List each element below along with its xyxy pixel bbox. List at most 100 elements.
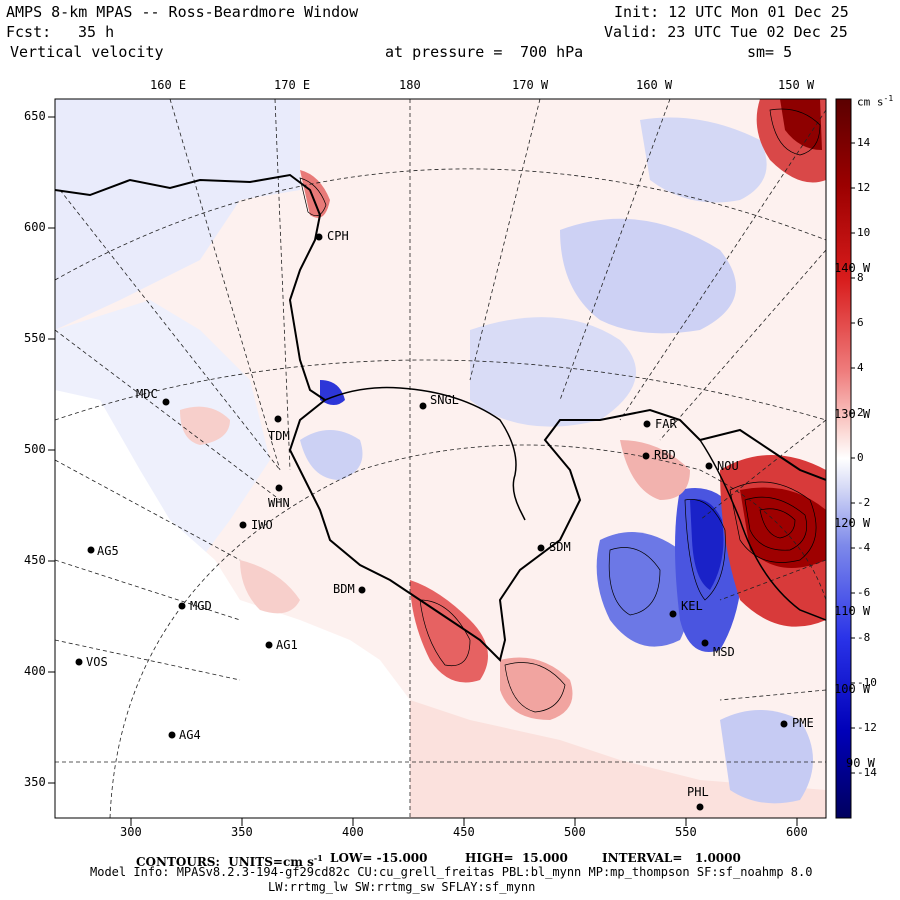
field-region-negative	[300, 430, 363, 480]
top-lon-label: 170 E	[274, 78, 311, 92]
contour-line	[299, 177, 327, 217]
model-info-physics: LW:rrtmg_lw SW:rrtmg_sw SFLAY:sf_mynn	[268, 880, 536, 894]
station-label: IWO	[251, 518, 273, 532]
y-axis-label: 550	[24, 331, 46, 345]
colorbar-tick-label: -10	[857, 676, 877, 689]
colorbar-tick-label: 10	[857, 226, 871, 239]
station-marker-vos	[75, 658, 83, 666]
contour-line	[759, 508, 796, 539]
field-region-negative	[720, 710, 813, 804]
station-label: SDM	[549, 540, 571, 554]
longitude-line	[55, 459, 241, 561]
station-label: FAR	[655, 417, 677, 431]
colorbar-ticks	[851, 142, 855, 774]
contour-line	[769, 108, 821, 156]
station-label: MSD	[713, 645, 735, 659]
station-label: AG1	[276, 638, 298, 652]
station-marker-tdm	[274, 415, 282, 423]
right-lon-label: 120 W	[834, 516, 871, 530]
station-label: TDM	[268, 429, 290, 443]
right-lon-label: 100 W	[834, 682, 871, 696]
right-lon-label: 140 W	[834, 261, 871, 275]
right-lon-label: 110 W	[834, 604, 871, 618]
station-marker-rbd	[642, 452, 650, 460]
station-marker-sngl	[419, 402, 427, 410]
smoothing-label: sm= 5	[747, 43, 793, 61]
station-marker-kel	[669, 610, 677, 618]
colorbar-tick-label: 2	[857, 406, 864, 419]
right-lon-label: 90 W	[846, 756, 875, 770]
station-marker-whn	[275, 484, 283, 492]
x-axis-label: 450	[453, 825, 475, 839]
longitude-line	[559, 99, 671, 401]
field-region-negative	[596, 532, 690, 647]
coastline-path	[699, 439, 826, 621]
ice-shelf-edge	[324, 386, 526, 521]
station-marker-nou	[705, 462, 713, 470]
longitude-line	[659, 249, 826, 441]
colorbar-tick-label: -8	[857, 631, 871, 644]
field-region-negative	[640, 117, 767, 203]
contour-high: HIGH= 15.000	[465, 851, 568, 865]
field-region-negative	[55, 99, 300, 330]
station-markers	[75, 233, 788, 811]
axis-ticks	[48, 116, 798, 826]
longitude-line	[55, 329, 281, 501]
colorbar-tick-label: 8	[857, 271, 864, 284]
field-region-positive	[410, 700, 826, 818]
y-axis-label: 650	[24, 109, 46, 123]
latitude-line	[109, 444, 826, 818]
station-label: WHN	[268, 496, 290, 510]
longitude-line	[619, 109, 826, 421]
colorbar-tick-label: -2	[857, 496, 871, 509]
colorbar-units: cm s-1	[857, 94, 894, 109]
colorbar-tick-label: 0	[857, 451, 864, 464]
field-region-positive	[620, 440, 690, 500]
y-axis-label: 350	[24, 775, 46, 789]
field-region-positive	[780, 99, 822, 150]
longitude-line	[169, 99, 281, 471]
contour-line	[419, 599, 471, 667]
station-marker-iwo	[239, 521, 247, 529]
contour-line	[729, 481, 817, 563]
station-marker-pme	[780, 720, 788, 728]
top-lon-label: 170 W	[512, 78, 549, 92]
field-region-negative	[470, 317, 636, 427]
top-lon-label: 180	[399, 78, 421, 92]
colorbar-tick-label: 6	[857, 316, 864, 329]
contour-lines	[299, 108, 821, 713]
longitude-line	[59, 189, 281, 471]
colorbar	[835, 98, 852, 819]
station-marker-sdm	[537, 544, 545, 552]
right-lon-label: 130 W	[834, 407, 871, 421]
colorbar-tick-label: 4	[857, 361, 864, 374]
pressure-level: 700 hPa	[520, 43, 584, 61]
colorbar-tick-label: 14	[857, 136, 871, 149]
valid-time: Valid: 23 UTC Tue 02 Dec 25	[604, 23, 848, 41]
station-marker-mdc	[162, 398, 170, 406]
no-data-region	[55, 390, 410, 818]
coastline-path	[55, 173, 826, 662]
station-label: PHL	[687, 785, 709, 799]
y-axis-label: 400	[24, 664, 46, 678]
station-label: VOS	[86, 655, 108, 669]
forecast-hour-label: Fcst:	[6, 23, 52, 41]
contour-line	[504, 662, 566, 713]
x-axis-label: 600	[786, 825, 808, 839]
x-axis-label: 550	[675, 825, 697, 839]
top-lon-label: 160 W	[636, 78, 673, 92]
contour-line	[744, 496, 808, 551]
longitude-line	[55, 639, 241, 681]
station-label: SNGL	[430, 393, 459, 407]
station-marker-bdm	[358, 586, 366, 594]
longitude-line	[469, 99, 541, 381]
station-label: NOU	[717, 459, 739, 473]
colorbar-tick-label: -12	[857, 721, 877, 734]
x-axis-label: 400	[342, 825, 364, 839]
map-title: AMPS 8-km MPAS -- Ross-Beardmore Window	[6, 3, 359, 21]
longitude-line	[55, 559, 241, 621]
x-axis-label: 300	[120, 825, 142, 839]
contour-interval: INTERVAL= 1.0000	[602, 851, 741, 865]
station-label: BDM	[333, 582, 355, 596]
